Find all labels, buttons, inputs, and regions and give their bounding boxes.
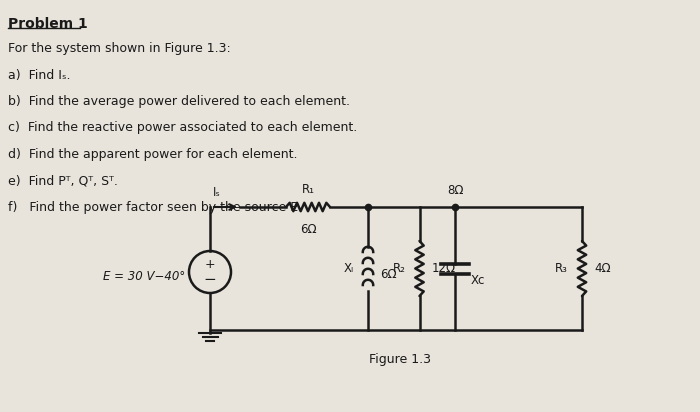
Text: E = 30 V−40°: E = 30 V−40°: [103, 271, 185, 283]
Text: −: −: [204, 272, 216, 288]
Text: f)   Find the power factor seen by the source E.: f) Find the power factor seen by the sou…: [8, 201, 302, 214]
Text: 12Ω: 12Ω: [431, 262, 456, 275]
Text: For the system shown in Figure 1.3:: For the system shown in Figure 1.3:: [8, 42, 231, 55]
Text: Xₗ: Xₗ: [344, 262, 354, 275]
Text: Iₛ: Iₛ: [213, 186, 220, 199]
Text: 6Ω: 6Ω: [380, 268, 397, 281]
Text: d)  Find the apparent power for each element.: d) Find the apparent power for each elem…: [8, 148, 298, 161]
Text: Xᴄ: Xᴄ: [471, 274, 485, 287]
Text: R₃: R₃: [555, 262, 568, 275]
Text: c)  Find the reactive power associated to each element.: c) Find the reactive power associated to…: [8, 122, 357, 134]
Text: 4Ω: 4Ω: [594, 262, 610, 275]
Text: e)  Find Pᵀ, Qᵀ, Sᵀ.: e) Find Pᵀ, Qᵀ, Sᵀ.: [8, 175, 118, 187]
Text: +: +: [204, 258, 216, 272]
Text: Figure 1.3: Figure 1.3: [369, 353, 431, 367]
Text: 8Ω: 8Ω: [447, 184, 463, 197]
Text: 6Ω: 6Ω: [300, 223, 316, 236]
Text: R₂: R₂: [393, 262, 405, 275]
Text: R₁: R₁: [302, 183, 314, 196]
Text: Problem 1: Problem 1: [8, 17, 88, 31]
Text: b)  Find the average power delivered to each element.: b) Find the average power delivered to e…: [8, 95, 350, 108]
Text: a)  Find Iₛ.: a) Find Iₛ.: [8, 68, 71, 82]
